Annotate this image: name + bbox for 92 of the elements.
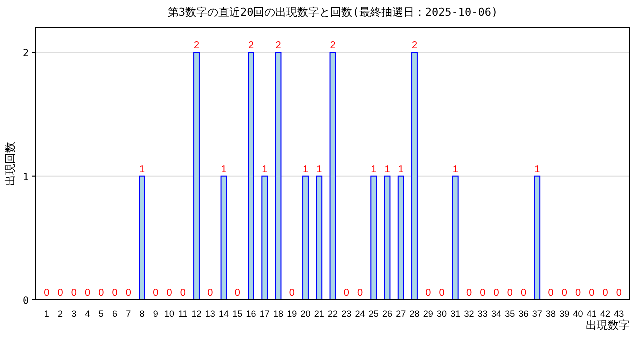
data-label: 1 (316, 164, 323, 176)
data-label: 0 (520, 288, 527, 299)
data-label: 0 (507, 288, 514, 299)
data-label: 0 (112, 288, 118, 299)
x-tick-label: 6 (112, 309, 118, 319)
x-tick-label: 13 (205, 309, 216, 319)
data-label: 1 (302, 164, 309, 176)
data-label: 0 (466, 288, 472, 299)
y-axis-title: 出現回数 (4, 142, 17, 186)
x-tick-label: 25 (368, 309, 379, 319)
x-tick-label: 1 (44, 309, 50, 319)
data-label: 0 (289, 288, 296, 299)
data-label: 0 (44, 288, 50, 299)
x-tick-label: 8 (140, 309, 145, 319)
y-tick-label: 0 (22, 296, 29, 307)
data-label: 2 (276, 40, 282, 52)
x-tick-label: 10 (164, 309, 175, 319)
data-label: 1 (452, 164, 459, 176)
data-label: 0 (208, 288, 214, 299)
x-axis-title: 出現数字 (586, 319, 630, 332)
x-tick-label: 42 (600, 309, 610, 319)
data-label: 0 (426, 288, 432, 299)
data-label: 0 (166, 288, 173, 299)
data-label: 1 (262, 164, 268, 176)
x-tick-label: 7 (126, 309, 132, 319)
x-tick-label: 23 (342, 309, 352, 319)
x-tick-label: 12 (192, 309, 202, 319)
x-tick-label: 5 (98, 309, 104, 319)
x-tick-label: 41 (586, 309, 597, 319)
x-tick-label: 38 (546, 309, 556, 319)
y-tick-label: 2 (22, 48, 29, 60)
x-tick-label: 15 (232, 309, 243, 319)
x-tick-label: 34 (491, 309, 502, 319)
x-tick-label: 40 (573, 309, 584, 319)
data-label: 0 (602, 288, 609, 299)
x-tick-label: 3 (72, 309, 77, 319)
data-label: 0 (494, 288, 500, 299)
x-tick-label: 36 (518, 309, 529, 319)
data-label: 0 (480, 288, 486, 299)
data-label: 2 (412, 40, 418, 52)
x-tick-label: 33 (478, 309, 488, 319)
data-label: 1 (221, 164, 228, 176)
x-tick-label: 24 (355, 309, 366, 319)
x-tick-label: 20 (300, 309, 311, 319)
x-tick-label: 21 (314, 309, 324, 319)
x-tick-label: 17 (260, 309, 270, 319)
data-label: 1 (384, 164, 391, 176)
data-label: 0 (180, 288, 186, 299)
x-tick-label: 16 (246, 309, 256, 319)
chart-title: 第3数字の直近20回の出現数字と回数(最終抽選日：2025-10-06) (168, 6, 498, 19)
data-label: 2 (330, 40, 336, 52)
data-label: 0 (84, 288, 91, 299)
x-tick-label: 39 (560, 309, 570, 319)
x-tick-label: 11 (178, 309, 188, 319)
x-tick-label: 4 (85, 309, 90, 319)
data-label: 0 (344, 288, 350, 299)
data-label: 0 (562, 288, 568, 299)
x-tick-label: 19 (287, 309, 298, 319)
data-label: 1 (139, 164, 146, 176)
data-label: 0 (153, 288, 160, 299)
data-label: 0 (357, 288, 364, 299)
y-tick-label: 1 (22, 172, 29, 184)
data-label: 0 (548, 288, 554, 299)
data-label: 0 (575, 288, 582, 299)
data-label: 0 (589, 288, 596, 299)
x-tick-label: 18 (273, 309, 284, 319)
x-tick-label: 43 (614, 309, 624, 319)
x-tick-label: 9 (153, 309, 158, 319)
x-tick-label: 14 (219, 309, 230, 319)
data-label: 0 (439, 288, 446, 299)
data-label: 0 (126, 288, 132, 299)
data-label: 0 (98, 288, 105, 299)
x-tick-label: 26 (382, 309, 393, 319)
x-tick-label: 29 (423, 309, 434, 319)
x-tick-label: 22 (328, 309, 338, 319)
x-tick-label: 31 (450, 309, 461, 319)
x-tick-label: 2 (58, 309, 64, 319)
x-tick-label: 32 (464, 309, 474, 319)
x-tick-label: 37 (532, 309, 542, 319)
data-label: 0 (58, 288, 64, 299)
data-label: 1 (534, 164, 541, 176)
data-label: 0 (616, 288, 622, 299)
x-tick-label: 30 (436, 309, 447, 319)
x-tick-label: 35 (505, 309, 516, 319)
data-label: 1 (398, 164, 404, 176)
data-label: 0 (71, 288, 78, 299)
x-tick-label: 27 (396, 309, 406, 319)
data-label: 1 (371, 164, 378, 176)
x-tick-label: 28 (410, 309, 420, 319)
data-label: 2 (194, 40, 200, 52)
data-label: 0 (234, 288, 241, 299)
data-label: 2 (248, 40, 254, 52)
